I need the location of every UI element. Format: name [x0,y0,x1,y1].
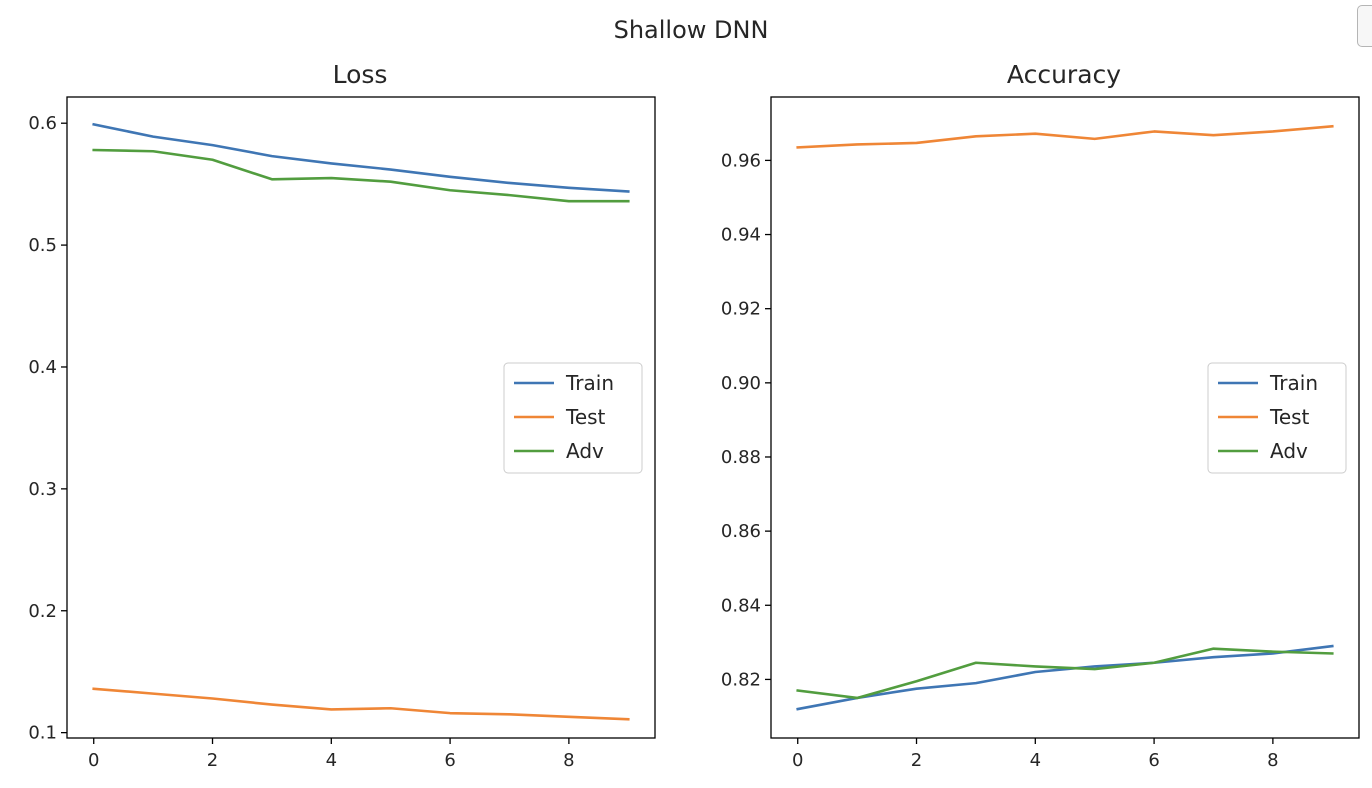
accuracy-x-tick-label: 2 [911,750,922,771]
loss-y-tick-label: 0.1 [28,723,57,744]
accuracy-legend-label-adv: Adv [1270,439,1308,463]
loss-y-tick-label: 0.2 [28,601,57,622]
loss-legend-box [503,362,643,474]
loss-y-tick-label: 0.4 [28,357,57,378]
accuracy-legend-label-train: Train [1269,371,1318,395]
accuracy-panel: Accuracy 0 2 4 6 8 0.82 0.84 0.86 0.88 0.90 0.92 0.… [721,60,1360,771]
loss-series-adv-line [92,148,630,203]
loss-panel: Loss 0 2 4 6 8 0.1 0.2 0.3 0.4 0.5 0.6 Train Test Adv [28,60,656,771]
loss-series-test-line [92,687,630,721]
loss-y-tick-label: 0.3 [28,479,57,500]
figure-suptitle: Shallow DNN [614,16,769,44]
loss-legend: Train Test Adv [503,362,643,474]
accuracy-y-tick-label: 0.88 [721,447,761,468]
loss-y-tick-label: 0.6 [28,113,57,134]
loss-x-tick-label: 4 [326,750,337,771]
accuracy-legend: Train Test Adv [1207,362,1347,474]
accuracy-series-adv-line [796,647,1334,700]
loss-series-train-line [92,122,630,193]
loss-legend-label-train: Train [565,371,614,395]
accuracy-x-tick-label: 4 [1030,750,1041,771]
accuracy-x-tick-label: 0 [792,750,803,771]
accuracy-x-tick-label: 8 [1267,750,1278,771]
loss-chart-title: Loss [333,60,388,89]
accuracy-legend-box [1207,362,1347,474]
accuracy-y-tick-label: 0.84 [721,595,761,616]
figure-toolbar-widget[interactable] [1357,5,1372,47]
accuracy-axes-frame [770,96,1360,739]
accuracy-legend-label-test: Test [1269,405,1310,429]
loss-x-tick-label: 8 [563,750,574,771]
loss-legend-label-test: Test [565,405,606,429]
loss-x-tick-label: 6 [444,750,455,771]
loss-x-tick-label: 2 [207,750,218,771]
loss-y-tick-label: 0.5 [28,235,57,256]
accuracy-y-tick-label: 0.82 [721,669,761,690]
accuracy-y-tick-label: 0.92 [721,299,761,320]
loss-x-tick-label: 0 [88,750,99,771]
loss-legend-label-adv: Adv [566,439,604,463]
accuracy-series-test-line [796,124,1334,149]
accuracy-chart-title: Accuracy [1007,60,1121,89]
accuracy-y-tick-label: 0.94 [721,225,761,246]
accuracy-y-tick-label: 0.86 [721,521,761,542]
accuracy-y-tick-label: 0.90 [721,373,761,394]
accuracy-series-train-line [796,644,1334,711]
loss-axes-frame [66,96,656,739]
accuracy-y-tick-label: 0.96 [721,150,761,171]
accuracy-x-tick-label: 6 [1148,750,1159,771]
